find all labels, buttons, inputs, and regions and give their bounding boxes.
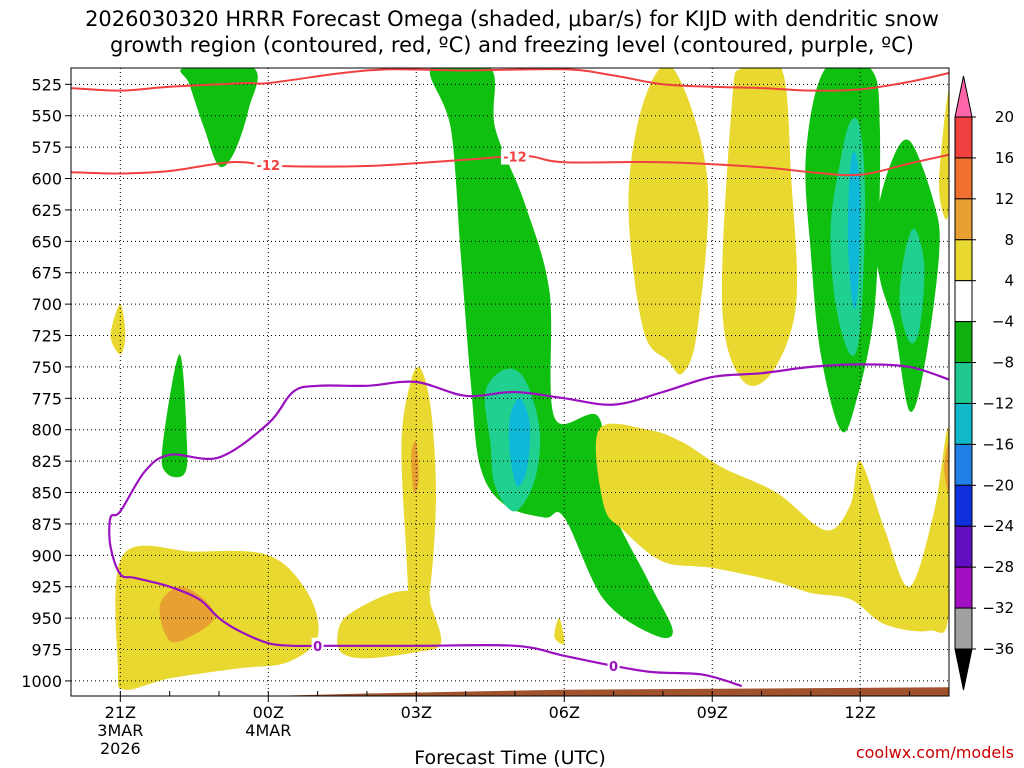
y-tick-label: 750	[31, 358, 62, 377]
x-tick-label: 4MAR	[245, 721, 291, 740]
colorbar-top-arrow	[954, 75, 973, 118]
colorbar-swatch	[954, 280, 973, 323]
colorbar-label: 8	[1004, 231, 1014, 249]
omega-region-ascent-h	[899, 228, 925, 344]
omega-region-descent-d	[337, 590, 442, 659]
colorbar-label: −12	[982, 394, 1014, 412]
omega-region-ascent-a	[180, 68, 258, 168]
y-tick-label: 700	[31, 295, 62, 314]
colorbar-swatch	[954, 402, 973, 445]
omega-region-descent-b	[110, 304, 126, 355]
freezing-label-bg	[311, 637, 324, 654]
colorbar-label: −4	[992, 313, 1014, 331]
plot-frame	[70, 67, 950, 697]
omega-region-descent-f	[628, 68, 709, 375]
colorbar-label: 4	[1004, 272, 1014, 290]
y-tick-label: 525	[31, 75, 62, 94]
y-tick-label: 725	[31, 327, 62, 346]
x-tick-label: 12Z	[845, 703, 876, 722]
dgz-contour-line	[71, 68, 949, 92]
omega-region-ascent-b	[429, 68, 673, 638]
omega-region-ascent-j	[847, 151, 861, 309]
omega-region-descent-c	[401, 366, 436, 639]
colorbar-swatch	[954, 239, 973, 282]
colorbar-bottom-arrow	[954, 648, 973, 691]
omega-region-ascent-i	[508, 398, 531, 487]
dgz-contour-line	[71, 153, 949, 177]
y-tick-label: 950	[31, 609, 62, 628]
omega-region-descent-e	[554, 618, 565, 645]
colorbar-swatch	[954, 116, 973, 159]
contour-lines: -12 -12 0 0	[71, 68, 949, 688]
colorbar-label: −36	[982, 640, 1014, 658]
colorbar-swatch	[954, 362, 973, 404]
colorbar-swatch	[954, 157, 973, 200]
y-tick-label: 850	[31, 484, 62, 503]
y-tick-label: 900	[31, 546, 62, 565]
y-tick-label: 775	[31, 389, 62, 408]
y-tick-label: 625	[31, 201, 62, 220]
colorbar-label: 20	[995, 108, 1014, 126]
colorbar-swatch	[954, 484, 973, 527]
colorbar-swatch	[954, 566, 973, 609]
colorbar-label: −24	[982, 517, 1014, 535]
colorbar-swatch	[954, 443, 973, 486]
dgz-label-bg	[254, 156, 283, 173]
x-tick-label: 3MAR	[97, 721, 143, 740]
colorbar-swatch	[954, 321, 973, 364]
colorbar-label: 12	[995, 190, 1014, 208]
dgz-label-bg	[500, 148, 529, 165]
freezing-label-bg	[607, 657, 620, 674]
colorbar-label: −8	[992, 354, 1014, 372]
colorbar-swatch	[954, 607, 973, 650]
colorbar-label: −32	[982, 599, 1014, 617]
x-tick-label: 00Z	[253, 703, 284, 722]
colorbar-label: −28	[982, 558, 1014, 576]
y-tick-label: 1000	[21, 672, 62, 691]
colorbar-swatch	[954, 525, 973, 568]
y-tick-label: 825	[31, 452, 62, 471]
dgz-contour-label: -12	[257, 159, 281, 174]
y-tick-label: 975	[31, 641, 62, 660]
y-tick-label: 550	[31, 107, 62, 126]
y-tick-label: 575	[31, 138, 62, 157]
freezing-level-line	[108, 363, 949, 688]
chart-title-line-1: 2026030320 HRRR Forecast Omega (shaded, …	[85, 7, 939, 31]
x-tick-label: 21Z	[105, 703, 136, 722]
y-tick-label: 600	[31, 170, 62, 189]
freezing-level-label: 0	[313, 640, 322, 655]
y-tick-label: 800	[31, 421, 62, 440]
x-axis-title: Forecast Time (UTC)	[414, 747, 605, 768]
y-tick-label: 675	[31, 264, 62, 283]
colorbar-label: −20	[982, 476, 1014, 494]
y-tick-label: 875	[31, 515, 62, 534]
colorbar-label: −16	[982, 435, 1014, 453]
dgz-contour-label: -12	[503, 151, 527, 166]
omega-region-descent-g	[721, 68, 798, 386]
omega-region-descent-h	[595, 423, 949, 634]
y-tick-label: 925	[31, 578, 62, 597]
freezing-level-label: 0	[609, 660, 618, 675]
chart-title-line-2: growth region (contoured, red, ºC) and f…	[110, 33, 914, 57]
omega-region-ascent-c	[161, 354, 188, 478]
y-tick-label: 650	[31, 232, 62, 251]
omega-region-descent-core-b	[411, 441, 419, 494]
x-tick-label: 06Z	[549, 703, 580, 722]
colorbar-swatch	[954, 198, 973, 241]
x-tick-label: 03Z	[401, 703, 432, 722]
x-tick-label: 2026	[100, 739, 141, 758]
credit-text: coolwx.com/models	[856, 743, 1014, 762]
y-axis: 525 550 575 600 625 650 675 700 725 750 775 800 825 8…	[21, 75, 71, 691]
omega-region-descent-core-c	[944, 441, 949, 493]
colorbar-label: 16	[995, 149, 1014, 167]
plot-area: -12 -12 0 0	[70, 67, 950, 697]
terrain-ground	[71, 687, 949, 696]
x-tick-label: 09Z	[697, 703, 728, 722]
colorbar: 20 16 12 8 4 −4 −8 −12 −16 −20 −24 −28 −32 −36	[954, 75, 1014, 691]
